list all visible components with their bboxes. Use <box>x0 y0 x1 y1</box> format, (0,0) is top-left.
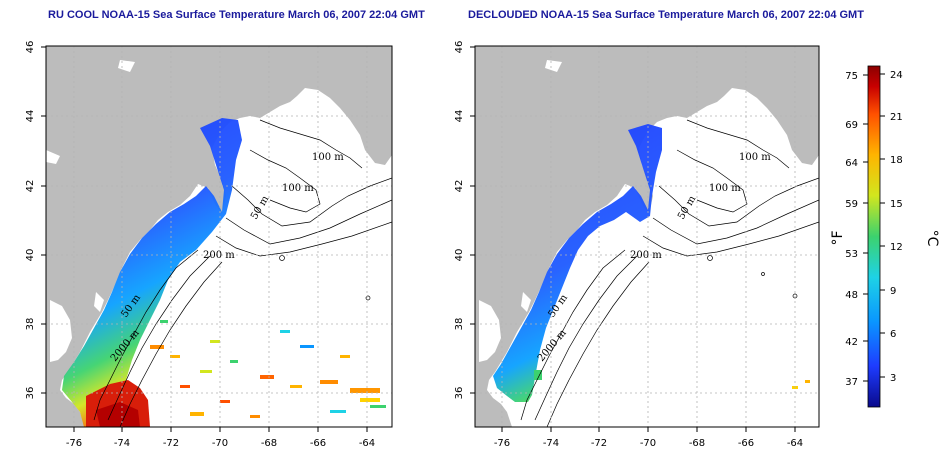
land-mass <box>475 46 819 427</box>
grid-lines <box>46 46 392 427</box>
lake <box>545 60 562 72</box>
celsius-tick: 12 <box>890 242 903 253</box>
lat-tick-label: 44 <box>25 110 36 123</box>
contour-label: 100 m <box>709 183 741 194</box>
fahrenheit-tick: 69 <box>845 120 858 131</box>
map-frame <box>474 45 820 428</box>
fahrenheit-tick: 53 <box>845 249 858 260</box>
celsius-tick: 18 <box>890 155 903 166</box>
fahrenheit-tick: 75 <box>845 71 858 82</box>
lat-tick-label: 40 <box>25 249 36 262</box>
fahrenheit-tick: 37 <box>845 377 858 388</box>
lon-tick-label: -64 <box>359 438 375 449</box>
fahrenheit-tick: 48 <box>845 290 858 301</box>
lat-tick-label: 42 <box>25 180 36 193</box>
fahrenheit-tick: 64 <box>845 158 858 169</box>
lat-tick-label: 46 <box>25 41 36 54</box>
lon-tick-label: -76 <box>494 438 510 449</box>
contour-label: 100 m <box>739 152 771 163</box>
lon-tick-label: -64 <box>787 438 803 449</box>
lon-tick-label: -72 <box>591 438 607 449</box>
delaware-bay <box>521 292 531 312</box>
lat-tick-label: 38 <box>454 318 465 331</box>
lon-tick-label: -74 <box>114 438 130 449</box>
celsius-tick: 24 <box>890 70 903 81</box>
lake <box>46 150 60 164</box>
lat-tick-label: 44 <box>454 110 465 123</box>
lat-tick-label: 36 <box>454 387 465 400</box>
sst-field <box>62 118 242 427</box>
celsius-tick: 3 <box>890 373 896 384</box>
chesapeake-bay <box>50 300 72 362</box>
grid-lines <box>475 46 819 427</box>
lon-tick-label: -76 <box>66 438 82 449</box>
land-mass <box>46 46 392 427</box>
left-map-title: RU COOL NOAA-15 Sea Surface Temperature … <box>48 9 425 21</box>
colorbar: 75 69 64 59 53 48 42 37 24 21 18 15 12 9… <box>830 65 940 408</box>
lat-tick-label: 36 <box>25 387 36 400</box>
lon-tick-label: -74 <box>543 438 559 449</box>
celsius-tick: 6 <box>890 329 896 340</box>
lon-tick-label: -70 <box>212 438 228 449</box>
sst-speckles <box>150 320 386 418</box>
lat-tick-label: 40 <box>454 249 465 262</box>
lon-tick-label: -66 <box>738 438 754 449</box>
lat-tick-label: 46 <box>454 41 465 54</box>
contour-label: 200 m <box>630 250 662 261</box>
right-map-title: DECLOUDED NOAA-15 Sea Surface Temperatur… <box>468 9 864 21</box>
contour-label: 200 m <box>203 250 235 261</box>
fahrenheit-tick: 42 <box>845 337 858 348</box>
contour-label: 100 m <box>312 152 344 163</box>
sst-field <box>493 124 662 402</box>
celsius-tick: 9 <box>890 286 896 297</box>
celsius-unit-label: °C <box>924 230 940 247</box>
map-frame <box>45 45 393 428</box>
lon-tick-label: -68 <box>689 438 705 449</box>
gulf-stream-core <box>96 402 140 427</box>
left-map-panel: 100 m 100 m 50 m 200 m 50 m 2000 m -76 -… <box>25 41 393 449</box>
fahrenheit-unit-label: °F <box>830 230 846 245</box>
lon-tick-label: -72 <box>163 438 179 449</box>
lat-tick-label: 42 <box>454 180 465 193</box>
delaware-bay <box>94 292 104 312</box>
axis-ticks <box>470 46 796 432</box>
lat-tick-label: 38 <box>25 318 36 331</box>
contour-label: 100 m <box>282 183 314 194</box>
lon-tick-label: -68 <box>261 438 277 449</box>
axis-ticks <box>41 46 368 432</box>
fahrenheit-tick: 59 <box>845 199 858 210</box>
chesapeake-bay <box>479 300 501 362</box>
colorbar-gradient <box>867 65 881 408</box>
lon-tick-label: -70 <box>640 438 656 449</box>
lon-tick-label: -66 <box>310 438 326 449</box>
bathymetry-contours <box>93 119 392 427</box>
celsius-tick: 21 <box>890 112 903 123</box>
right-map-panel: 100 m 100 m 50 m 200 m 50 m 2000 m -76 -… <box>454 41 820 449</box>
celsius-tick: 15 <box>890 199 903 210</box>
